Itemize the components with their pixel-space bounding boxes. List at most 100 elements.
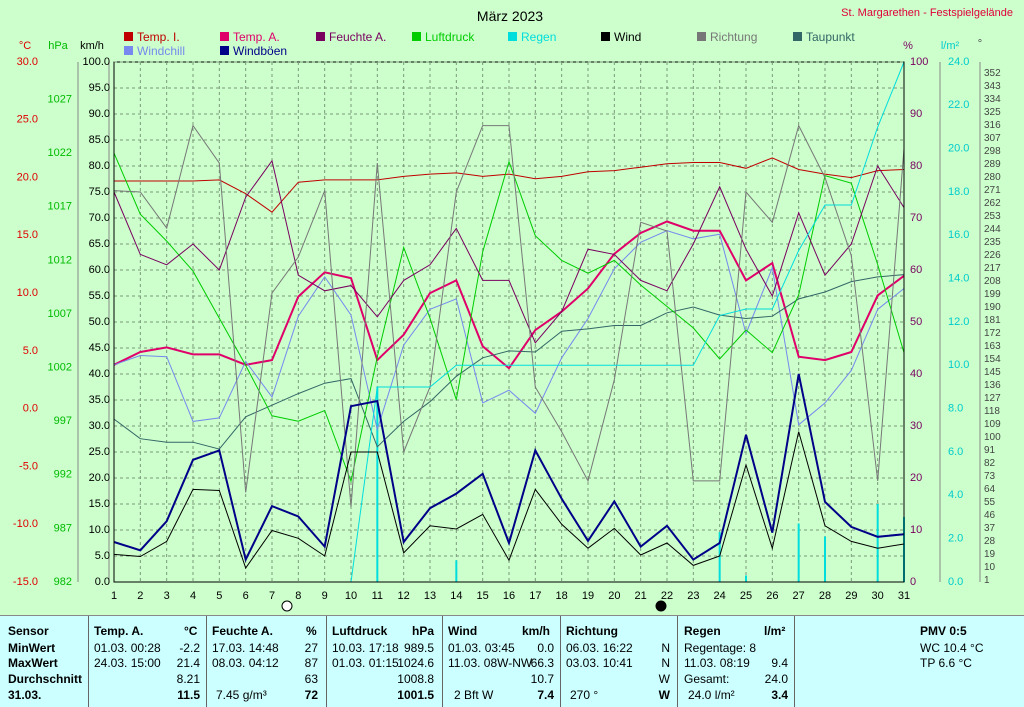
x-tick-label: 23: [687, 590, 699, 602]
pressure-tick-label: 987: [54, 522, 72, 534]
x-tick-label: 4: [190, 590, 196, 602]
sensor-header: Sensor: [8, 624, 49, 638]
wind-tick-label: 45.0: [89, 342, 110, 354]
press-max-value: 1024.6: [397, 656, 434, 670]
dir-unit-label: °: [978, 38, 982, 50]
percent-tick-label: 20: [910, 472, 922, 484]
series-windb-en: [113, 373, 905, 563]
legend-label: Windchill: [137, 44, 185, 58]
x-tick-label: 5: [216, 590, 222, 602]
pressure-tick-label: 1002: [48, 361, 72, 373]
hum-min-value: 27: [304, 641, 318, 655]
temp-today-value: 11.5: [177, 688, 200, 702]
legend-swatch: [220, 46, 229, 55]
x-tick-label: 30: [872, 590, 884, 602]
dir-max-value: N: [661, 656, 670, 670]
hum-abs-value: 7.45 g/m³: [216, 688, 267, 702]
wind-tick-label: 20.0: [89, 472, 110, 484]
legend-swatch: [601, 32, 610, 41]
temp-unit: °C: [184, 624, 198, 638]
direction-tick-label: 325: [984, 107, 1001, 118]
legend-label: Regen: [521, 30, 556, 44]
full-moon-icon: [281, 600, 293, 612]
x-tick-label: 25: [740, 590, 752, 602]
x-tick-label: 22: [661, 590, 673, 602]
percent-tick-label: 0: [910, 576, 916, 588]
legend-swatch: [316, 32, 325, 41]
temp-tick-label: -15.0: [13, 576, 38, 588]
legend-swatch: [124, 46, 133, 55]
x-tick-label: 9: [322, 590, 328, 602]
hum-today-value: 72: [304, 688, 318, 702]
direction-tick-label: 298: [984, 146, 1001, 157]
pmv-windchill: WC 10.4 °C: [920, 641, 984, 655]
legend-label: Taupunkt: [806, 30, 855, 44]
weather-chart: 30.025.020.015.010.05.00.0-5.0-10.0-15.0…: [12, 7, 1013, 612]
percent-tick-label: 40: [910, 368, 922, 380]
x-tick-label: 20: [608, 590, 620, 602]
direction-tick-label: 352: [984, 68, 1001, 79]
x-tick-label: 10: [345, 590, 357, 602]
rain-header: Regen: [684, 624, 721, 638]
temp-header: Temp. A.: [94, 624, 144, 638]
dir-avg-value: W: [658, 672, 670, 686]
x-tick-label: 18: [556, 590, 568, 602]
direction-tick-label: 37: [984, 523, 996, 534]
x-tick-label: 17: [529, 590, 541, 602]
row-label-min: MinWert: [8, 641, 56, 655]
wind-max-value: 66.3: [530, 656, 554, 670]
direction-tick-label: 289: [984, 159, 1001, 170]
rain-max-value: 9.4: [771, 656, 788, 670]
direction-tick-label: 154: [984, 354, 1001, 365]
press-min-value: 989.5: [403, 641, 434, 655]
temp-min-time: 01.03. 00:28: [94, 641, 161, 655]
legend-swatch: [412, 32, 421, 41]
pmv-dewpoint: TP 6.6 °C: [920, 656, 972, 670]
pressure-tick-label: 1027: [48, 93, 72, 105]
x-tick-label: 3: [164, 590, 170, 602]
wind-tick-label: 85.0: [89, 134, 110, 146]
rain-tick-label: 0.0: [948, 576, 963, 588]
direction-tick-label: 163: [984, 341, 1001, 352]
temp-tick-label: 25.0: [17, 114, 38, 126]
wind-tick-label: 75.0: [89, 186, 110, 198]
rain-today-value: 3.4: [771, 688, 788, 702]
separator: [206, 616, 207, 707]
direction-tick-label: 46: [984, 510, 996, 521]
rain-total-label: Gesamt:: [684, 672, 730, 686]
direction-tick-label: 334: [984, 94, 1001, 105]
rain-tick-label: 10.0: [948, 359, 969, 371]
percent-tick-label: 100: [910, 56, 928, 68]
legend-swatch: [793, 32, 802, 41]
direction-tick-label: 181: [984, 315, 1001, 326]
x-tick-label: 13: [424, 590, 436, 602]
percent-tick-label: 50: [910, 316, 922, 328]
percent-tick-label: 60: [910, 264, 922, 276]
pmv-header: PMV 0:5: [920, 624, 967, 638]
percent-tick-label: 30: [910, 420, 922, 432]
dir-header: Richtung: [566, 624, 618, 638]
press-avg-value: 1008.8: [397, 672, 434, 686]
legend-label: Luftdruck: [425, 30, 475, 44]
hum-max-value: 87: [304, 656, 318, 670]
temp-tick-label: 15.0: [17, 229, 38, 241]
wind-unit: km/h: [522, 624, 551, 638]
direction-tick-label: 343: [984, 81, 1001, 92]
direction-tick-label: 217: [984, 263, 1001, 274]
direction-tick-label: 199: [984, 289, 1001, 300]
wind-tick-label: 80.0: [89, 160, 110, 172]
temp-tick-label: 5.0: [23, 345, 38, 357]
series-feuchte-a: [113, 159, 905, 344]
percent-tick-label: 90: [910, 108, 922, 120]
rain-tick-label: 2.0: [948, 533, 963, 545]
direction-tick-label: 91: [984, 445, 996, 456]
legend-label: Feuchte A.: [329, 30, 386, 44]
legend-swatch: [697, 32, 706, 41]
direction-tick-label: 109: [984, 419, 1001, 430]
direction-tick-label: 127: [984, 393, 1001, 404]
x-tick-label: 26: [766, 590, 778, 602]
direction-tick-label: 316: [984, 120, 1001, 131]
series-wind: [113, 431, 905, 570]
temp-tick-label: 30.0: [17, 56, 38, 68]
rain-tick-label: 6.0: [948, 446, 963, 458]
